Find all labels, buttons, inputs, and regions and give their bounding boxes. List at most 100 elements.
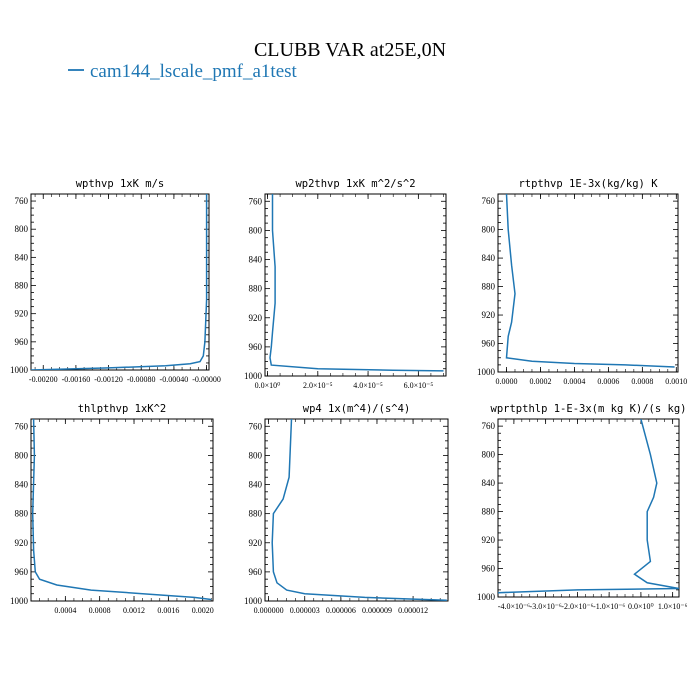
series-line xyxy=(31,194,208,370)
panel-title: rtpthvp 1E-3x(kg/kg) K xyxy=(518,178,658,190)
y-tick-label: 760 xyxy=(249,196,263,206)
x-tick-label: 6.0×10⁻⁵ xyxy=(404,381,434,390)
x-tick-label: 0.0×10⁰ xyxy=(255,381,281,390)
series-line xyxy=(269,194,444,372)
x-tick-label: 0.0012 xyxy=(123,606,145,615)
plot-frame xyxy=(264,193,447,377)
y-tick-label: 960 xyxy=(249,567,263,577)
panel-4: thlpthvp 1xK^2 760 800 840 880 920 960 1000 0.00… xyxy=(10,403,214,615)
panel-title: thlpthvp 1xK^2 xyxy=(78,403,167,415)
y-tick-label: 920 xyxy=(249,538,263,548)
plot-frame xyxy=(497,193,679,373)
x-tick-label: 0.0002 xyxy=(529,377,551,386)
x-tick-label: -0.00200 xyxy=(29,375,58,384)
x-tick-label: 0.0008 xyxy=(631,377,653,386)
panel-5: wp4 1x(m^4)/(s^4)76080084088092096010000… xyxy=(244,403,449,615)
x-tick-label: 0.0010 xyxy=(665,377,687,386)
x-tick-label: 0.0000 xyxy=(495,377,517,386)
figure-title: CLUBB VAR at25E,0N xyxy=(254,39,446,61)
y-tick-label: 880 xyxy=(15,281,29,291)
x-tick-label: -0.00040 xyxy=(160,375,189,384)
x-tick-label: 0.0016 xyxy=(157,606,179,615)
y-tick-label: 920 xyxy=(482,535,496,545)
y-tick-label: 840 xyxy=(482,478,496,488)
panel-6: wprtpthlp 1-E-3x(m kg K)/(s kg) 760 800 840… xyxy=(477,403,688,611)
y-tick-label: 1000 xyxy=(477,592,496,602)
x-tick-label: 0.0008 xyxy=(89,606,111,615)
x-tick-label: -0.00120 xyxy=(94,375,123,384)
y-tick-label: 760 xyxy=(249,421,263,431)
x-tick-label: 0.0020 xyxy=(192,606,214,615)
x-tick-label: -0.00160 xyxy=(62,375,91,384)
x-tick-label: 0.000003 xyxy=(290,606,320,615)
y-tick-label: 880 xyxy=(249,284,263,294)
panel-1: wpthvp 1xK m/s7608008408809209601000-0.0… xyxy=(10,178,221,384)
y-tick-label: 760 xyxy=(482,196,496,206)
y-tick-label: 840 xyxy=(15,480,29,490)
y-tick-label: 960 xyxy=(482,339,496,349)
y-tick-label: 800 xyxy=(249,225,263,235)
y-tick-label: 800 xyxy=(482,225,496,235)
y-tick-label: 1000 xyxy=(10,596,29,606)
y-tick-label: 920 xyxy=(482,310,496,320)
x-tick-label: 1.0×10⁻⁶ xyxy=(658,602,688,611)
series-line xyxy=(31,419,212,601)
x-tick-label: 4.0×10⁻⁵ xyxy=(353,381,383,390)
y-tick-label: 760 xyxy=(15,196,29,206)
x-tick-label: 0.000009 xyxy=(362,606,392,615)
plot-frame xyxy=(264,418,449,602)
panel-title: wp4 1x(m^4)/(s^4) xyxy=(303,403,410,415)
series-line xyxy=(271,419,447,601)
x-tick-label: 0.000012 xyxy=(398,606,428,615)
y-tick-label: 880 xyxy=(482,282,496,292)
panel-title: wprtpthlp 1-E-3x(m kg K)/(s kg) xyxy=(491,403,687,415)
x-tick-label: -1.0×10⁻⁶ xyxy=(593,602,625,611)
plot-frame xyxy=(30,193,210,371)
panels: wpthvp 1xK m/s7608008408809209601000-0.0… xyxy=(10,178,688,615)
panel-3: rtpthvp 1E-3x(kg/kg) K 760 800 840 880 920 960… xyxy=(477,178,687,386)
y-tick-label: 920 xyxy=(15,538,29,548)
y-tick-label: 840 xyxy=(15,252,29,262)
x-tick-label: -0.00080 xyxy=(127,375,156,384)
series-line xyxy=(505,194,675,368)
panel-title: wpthvp 1xK m/s xyxy=(76,178,165,190)
y-tick-label: 920 xyxy=(249,313,263,323)
y-tick-label: 800 xyxy=(15,450,29,460)
y-tick-label: 1000 xyxy=(10,365,29,375)
y-tick-label: 880 xyxy=(15,509,29,519)
plot-frame xyxy=(497,418,680,598)
y-tick-label: 800 xyxy=(15,224,29,234)
y-tick-label: 760 xyxy=(15,421,29,431)
y-tick-label: 960 xyxy=(249,342,263,352)
x-tick-label: 0.0004 xyxy=(563,377,585,386)
x-tick-label: 0.0004 xyxy=(54,606,76,615)
y-tick-label: 840 xyxy=(249,480,263,490)
series-line xyxy=(498,419,679,594)
y-tick-label: 960 xyxy=(15,337,29,347)
y-tick-label: 960 xyxy=(15,567,29,577)
y-tick-label: 840 xyxy=(249,255,263,265)
y-tick-label: 800 xyxy=(249,450,263,460)
y-tick-label: 960 xyxy=(482,564,496,574)
x-tick-label: -4.0×10⁻⁶ xyxy=(498,602,530,611)
y-tick-label: 920 xyxy=(15,309,29,319)
x-tick-label: 0.000000 xyxy=(254,606,284,615)
plot-frame xyxy=(30,418,214,602)
y-tick-label: 880 xyxy=(482,507,496,517)
y-tick-label: 760 xyxy=(482,421,496,431)
x-tick-label: 0.0×10⁰ xyxy=(628,602,654,611)
y-tick-label: 1000 xyxy=(477,367,496,377)
legend-label: cam144_lscale_pmf_a1test xyxy=(90,61,298,82)
y-tick-label: 800 xyxy=(482,450,496,460)
y-tick-label: 840 xyxy=(482,253,496,263)
x-tick-label: -0.00000 xyxy=(192,375,221,384)
x-tick-label: 0.000006 xyxy=(326,606,356,615)
x-tick-label: -2.0×10⁻⁶ xyxy=(561,602,593,611)
panel-title: wp2thvp 1xK m^2/s^2 xyxy=(295,178,415,190)
x-tick-label: -3.0×10⁻⁶ xyxy=(530,602,562,611)
y-tick-label: 1000 xyxy=(244,371,263,381)
y-tick-label: 1000 xyxy=(244,596,263,606)
panel-2: wp2thvp 1xK m^2/s^2 760 800 840 880 920 960 100… xyxy=(244,178,447,390)
x-tick-label: 2.0×10⁻⁵ xyxy=(303,381,333,390)
